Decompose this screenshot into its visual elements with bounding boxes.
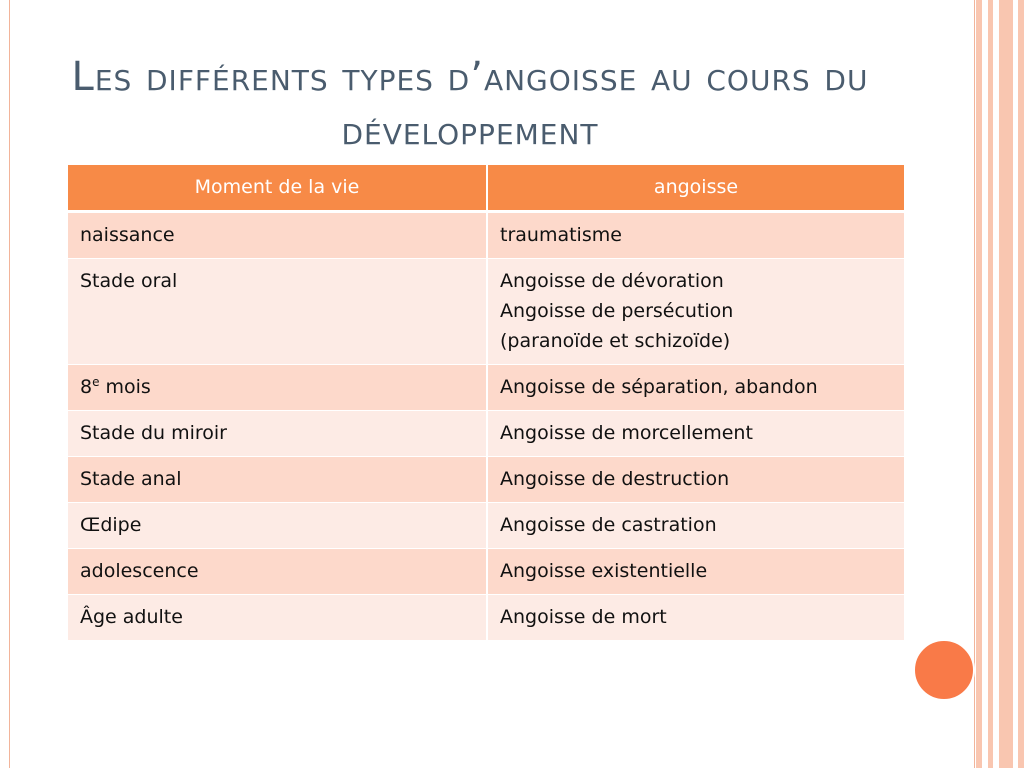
cell-moment: Stade oral — [68, 258, 488, 365]
cell-angoisse: Angoisse de castration — [487, 502, 904, 549]
angoisse-line: Angoisse de dévoration — [500, 270, 724, 292]
cell-moment: 8e mois — [68, 364, 488, 411]
table-row: Stade oral Angoisse de dévoration Angoisse… — [68, 258, 904, 365]
table-body: naissance traumatisme Stade oral Angoisse d… — [68, 211, 904, 641]
angoisse-line: Angoisse existentielle — [500, 560, 708, 582]
decorative-circle — [913, 639, 975, 701]
angoisse-line: Angoisse de destruction — [500, 468, 730, 490]
header-angoisse: angoisse — [487, 165, 904, 213]
cell-moment: Stade anal — [68, 456, 488, 503]
header-moment: Moment de la vie — [68, 165, 488, 213]
table-row: naissance traumatisme — [68, 211, 904, 259]
decorative-side-stripes — [976, 0, 1024, 768]
anxiety-table: Moment de la vie angoisse naissance traum… — [68, 165, 904, 641]
moment-text: adolescence — [80, 560, 199, 582]
table-row: Âge adulte Angoisse de mort — [68, 594, 904, 641]
moment-superscript: e — [92, 375, 100, 389]
cell-moment: Stade du miroir — [68, 410, 488, 457]
table-row: Stade anal Angoisse de destruction — [68, 456, 904, 503]
cell-angoisse: Angoisse de dévoration Angoisse de perséc… — [487, 258, 904, 365]
cell-angoisse: Angoisse de mort — [487, 594, 904, 641]
moment-text: Stade du miroir — [80, 422, 227, 444]
table-header-row: Moment de la vie angoisse — [68, 165, 904, 213]
angoisse-line: Angoisse de persécution — [500, 300, 734, 322]
stripe — [999, 0, 1013, 768]
table-row: Stade du miroir Angoisse de morcellement — [68, 410, 904, 457]
angoisse-line: (paranoïde et schizoïde) — [500, 330, 731, 352]
cell-angoisse: Angoisse de destruction — [487, 456, 904, 503]
stripe — [1018, 0, 1024, 768]
cell-angoisse: traumatisme — [487, 211, 904, 259]
moment-text: Stade anal — [80, 468, 182, 490]
cell-angoisse: Angoisse de séparation, abandon — [487, 364, 904, 411]
table-row: Œdipe Angoisse de castration — [68, 502, 904, 549]
moment-text: Âge adulte — [80, 606, 183, 628]
angoisse-line: Angoisse de séparation, abandon — [500, 376, 818, 398]
angoisse-line: traumatisme — [500, 224, 622, 246]
angoisse-line: Angoisse de mort — [500, 606, 667, 628]
cell-moment: Âge adulte — [68, 594, 488, 641]
cell-moment: adolescence — [68, 548, 488, 595]
cell-moment: Œdipe — [68, 502, 488, 549]
slide-frame — [9, 0, 975, 768]
table-row: 8e mois Angoisse de séparation, abandon — [68, 364, 904, 411]
slide-title: Les différents types d’angoisse au cours… — [71, 54, 869, 154]
moment-suffix: mois — [99, 376, 151, 398]
cell-moment: naissance — [68, 211, 488, 259]
angoisse-line: Angoisse de morcellement — [500, 422, 753, 444]
angoisse-line: Angoisse de castration — [500, 514, 717, 536]
moment-text: 8 — [80, 376, 93, 398]
moment-text: Stade oral — [80, 270, 178, 292]
moment-text: naissance — [80, 224, 175, 246]
stripe — [988, 0, 993, 768]
table-row: adolescence Angoisse existentielle — [68, 548, 904, 595]
cell-angoisse: Angoisse de morcellement — [487, 410, 904, 457]
moment-text: Œdipe — [80, 514, 142, 536]
cell-angoisse: Angoisse existentielle — [487, 548, 904, 595]
stripe — [976, 0, 982, 768]
